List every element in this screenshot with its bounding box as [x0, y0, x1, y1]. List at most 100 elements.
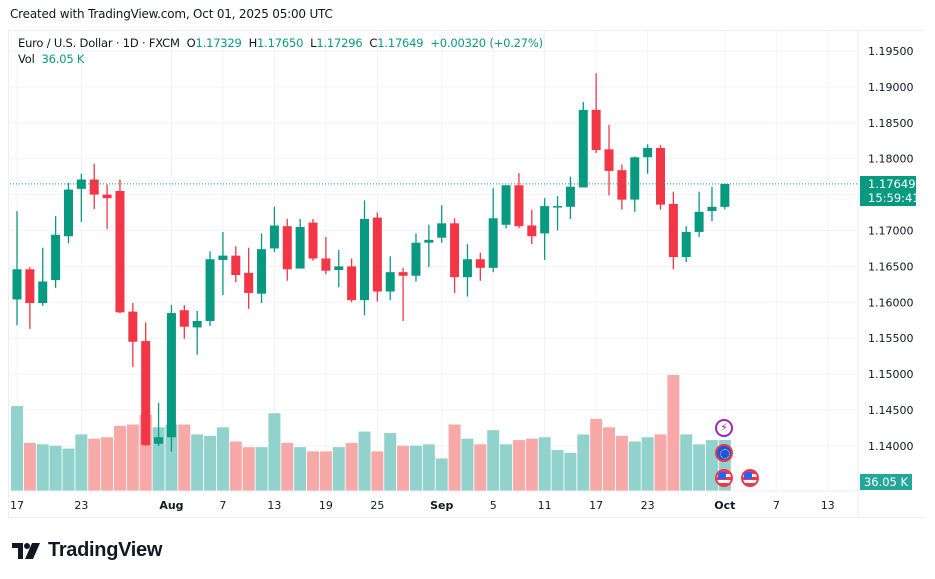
- candle: [553, 196, 563, 231]
- volume-bar: [345, 442, 358, 491]
- time-tick-label: 17: [589, 499, 603, 512]
- candle: [115, 179, 125, 314]
- candle-body: [89, 179, 99, 195]
- candle: [218, 231, 228, 296]
- candle-body: [668, 203, 678, 258]
- candle: [372, 212, 382, 302]
- candle-body: [475, 259, 485, 268]
- candle: [89, 163, 99, 209]
- candle-body: [205, 259, 215, 321]
- candle-body: [591, 109, 601, 151]
- legend: Euro / U.S. Dollar · 1D · FXCM O1.17329 …: [18, 35, 543, 67]
- time-tick-label: Sep: [430, 499, 453, 512]
- candle: [720, 183, 730, 210]
- eu-flag-icon[interactable]: [715, 444, 733, 462]
- time-tick-label: Oct: [714, 499, 735, 512]
- legend-open: 1.17329: [195, 36, 242, 50]
- volume-bar: [281, 442, 294, 491]
- candle-body: [321, 258, 331, 271]
- volume-bar: [242, 447, 255, 491]
- candle-body: [694, 211, 704, 232]
- candle-body: [192, 320, 202, 328]
- candle-body: [720, 183, 730, 207]
- time-tick-label: 25: [370, 499, 384, 512]
- candle: [231, 246, 241, 283]
- lightning-icon[interactable]: ⚡: [715, 419, 733, 437]
- candle-body: [179, 310, 189, 327]
- us-flag-icon[interactable]: [741, 469, 759, 487]
- candle: [578, 101, 588, 188]
- candle: [604, 124, 614, 196]
- volume-bar: [409, 445, 422, 491]
- volume-bar: [615, 435, 628, 491]
- candle-body: [347, 266, 357, 301]
- candle-body: [462, 259, 472, 278]
- us-flag-icon[interactable]: [715, 469, 733, 487]
- legend-vol-value: 36.05 K: [41, 52, 85, 66]
- legend-close: 1.17649: [377, 36, 424, 50]
- volume-bar: [551, 449, 564, 491]
- price-tick-label: 1.14500: [868, 404, 914, 417]
- candle-body: [385, 272, 395, 292]
- price-tick-label: 1.15500: [868, 332, 914, 345]
- candle-body: [527, 225, 537, 237]
- legend-ohlc-row: Euro / U.S. Dollar · 1D · FXCM O1.17329 …: [18, 35, 543, 51]
- tradingview-logo[interactable]: TradingView: [12, 539, 162, 562]
- candle: [63, 183, 73, 244]
- legend-h-label: H: [248, 36, 258, 50]
- candle: [166, 305, 176, 452]
- candle: [656, 145, 665, 210]
- candle-body: [269, 225, 279, 249]
- candle: [269, 206, 279, 253]
- time-tick-label: 23: [74, 499, 88, 512]
- candle: [411, 233, 421, 282]
- candle-body: [707, 206, 717, 212]
- volume-bar: [332, 447, 345, 491]
- candle-body: [115, 191, 125, 313]
- candle: [617, 164, 627, 210]
- candle: [257, 233, 267, 304]
- volume-bar: [422, 444, 435, 491]
- volume-bar: [512, 440, 525, 491]
- volume-bar: [654, 434, 667, 491]
- candle-body: [12, 269, 22, 300]
- candle-body: [656, 147, 665, 205]
- volume-bar: [216, 427, 229, 491]
- candle: [359, 200, 369, 316]
- candle-body: [282, 226, 292, 270]
- candle-body: [565, 186, 575, 207]
- candle-body: [488, 218, 498, 268]
- candle: [540, 198, 550, 260]
- time-tick-label: 7: [219, 499, 226, 512]
- candle-body: [295, 226, 305, 269]
- candle: [154, 402, 164, 446]
- candle: [295, 219, 305, 269]
- volume-bar: [487, 430, 500, 491]
- candle: [707, 186, 717, 222]
- candle: [141, 322, 151, 446]
- volume-bar: [641, 437, 654, 491]
- time-tick-label: Aug: [159, 499, 183, 512]
- legend-symbol[interactable]: Euro / U.S. Dollar · 1D · FXCM: [18, 36, 180, 50]
- volume-bar: [101, 437, 114, 491]
- candle: [475, 252, 485, 281]
- candle: [192, 310, 202, 355]
- price-tick-label: 1.18500: [868, 117, 914, 130]
- candle: [282, 219, 292, 281]
- candle-body: [166, 313, 176, 438]
- candle-body: [372, 217, 382, 292]
- price-tick-label: 1.15000: [868, 368, 914, 381]
- legend-volume-row: Vol 36.05 K: [18, 51, 543, 67]
- candles: [12, 73, 730, 452]
- volume-bar: [358, 431, 371, 491]
- candle-body: [359, 219, 369, 301]
- volume-bar: [564, 452, 577, 491]
- candle-body: [411, 242, 421, 276]
- volume-bar: [255, 447, 268, 491]
- volume-bar: [500, 444, 513, 491]
- candle: [437, 205, 447, 243]
- volume-bar: [538, 437, 551, 491]
- candle-body: [334, 266, 344, 270]
- volume-bar: [268, 413, 281, 491]
